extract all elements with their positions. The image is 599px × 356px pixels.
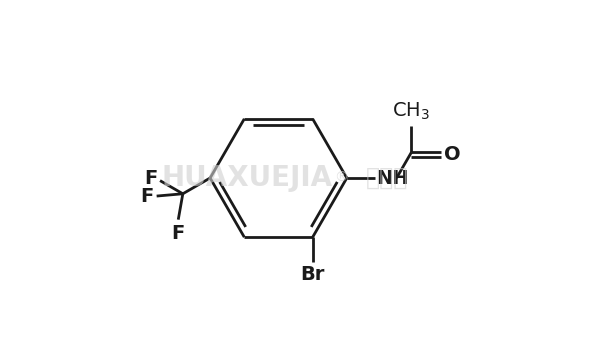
Text: Br: Br — [301, 265, 325, 283]
Text: NH: NH — [376, 168, 409, 188]
Text: CH$_3$: CH$_3$ — [392, 100, 431, 122]
Text: HUAXUEJIA: HUAXUEJIA — [161, 164, 332, 192]
Text: ®: ® — [335, 171, 349, 185]
Text: O: O — [444, 145, 461, 164]
Text: F: F — [140, 187, 153, 205]
Text: 化学加: 化学加 — [366, 166, 409, 190]
Text: F: F — [144, 169, 158, 188]
Text: F: F — [172, 224, 185, 243]
